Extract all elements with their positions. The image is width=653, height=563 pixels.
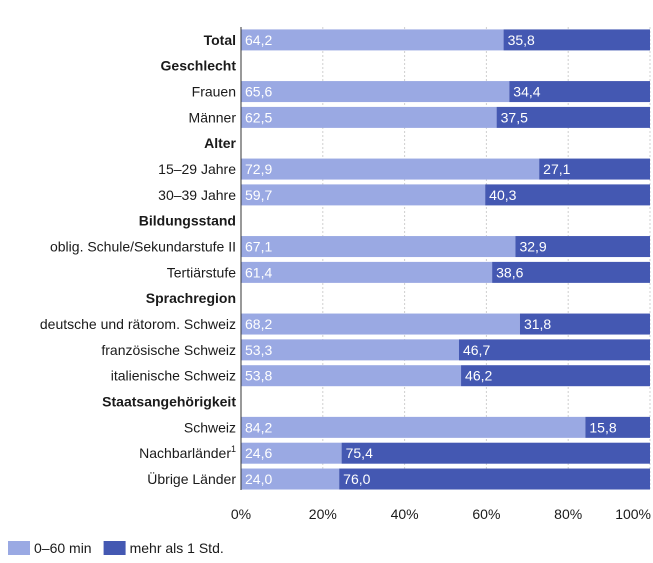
category-label: deutsche und rätorom. Schweiz	[40, 316, 236, 332]
grid-lines	[322, 27, 651, 490]
bar-segment-over-1h	[492, 261, 650, 283]
bar-segment-0-60min	[241, 442, 342, 464]
footnote-marker: 1	[231, 444, 236, 454]
category-label: Tertiärstufe	[167, 264, 236, 280]
bar-segment-0-60min	[241, 313, 520, 335]
bar-segment-over-1h	[458, 339, 650, 361]
category-header-label: Alter	[204, 135, 236, 151]
category-header-label: Sprachregion	[146, 290, 236, 306]
data-label: 27,1	[543, 161, 570, 177]
x-axis: 0% 20% 40% 60% 80% 100%	[231, 27, 651, 522]
chart-rows: Total 64,2 35,8 Geschlecht Frauen 65,6 34,4 Män…	[40, 29, 650, 490]
data-label: 53,8	[245, 368, 272, 384]
data-label: 84,2	[245, 419, 272, 435]
bar-segment-over-1h	[339, 468, 650, 490]
bar-segment-over-1h	[515, 236, 650, 258]
x-tick-label: 80%	[554, 506, 582, 522]
bar-segment-over-1h	[539, 158, 650, 180]
bar-segment-0-60min	[241, 29, 504, 51]
x-tick-label: 0%	[231, 506, 251, 522]
legend-label: 0–60 min	[34, 540, 92, 556]
data-label: 64,2	[245, 32, 272, 48]
data-label: 46,7	[463, 342, 490, 358]
bar-segment-0-60min	[241, 339, 459, 361]
category-label: Männer	[189, 109, 237, 125]
category-header-label: Geschlecht	[161, 58, 237, 74]
data-label: 76,0	[343, 471, 370, 487]
x-tick-label: 100%	[615, 506, 651, 522]
category-label: 30–39 Jahre	[158, 187, 236, 203]
data-label: 68,2	[245, 316, 272, 332]
category-label: Total	[204, 32, 236, 48]
bar-segment-0-60min	[241, 416, 586, 438]
category-label: Nachbarländer1	[139, 444, 236, 461]
bar-segment-0-60min	[241, 106, 497, 128]
data-label: 24,6	[245, 445, 272, 461]
category-header-label: Bildungsstand	[139, 213, 236, 229]
x-tick-label: 60%	[472, 506, 500, 522]
data-label: 46,2	[465, 368, 492, 384]
bar-segment-over-1h	[585, 416, 650, 438]
data-label: 67,1	[245, 239, 272, 255]
bar-segment-over-1h	[341, 442, 650, 464]
bar-segment-0-60min	[241, 81, 510, 103]
bar-segment-0-60min	[241, 365, 462, 387]
x-tick-label: 40%	[391, 506, 419, 522]
legend: 0–60 min mehr als 1 Std.	[8, 540, 224, 556]
data-label: 24,0	[245, 471, 272, 487]
data-label: 31,8	[524, 316, 551, 332]
data-label: 75,4	[346, 445, 373, 461]
bar-segment-0-60min	[241, 236, 516, 258]
category-label: oblig. Schule/Sekundarstufe II	[50, 239, 236, 255]
bar-segment-over-1h	[509, 81, 650, 103]
category-label: Frauen	[192, 84, 236, 100]
data-label: 34,4	[513, 84, 540, 100]
bar-segment-0-60min	[241, 184, 486, 206]
bar-segment-0-60min	[241, 468, 340, 490]
legend-swatch	[8, 541, 30, 555]
bar-segment-over-1h	[519, 313, 650, 335]
data-label: 53,3	[245, 342, 272, 358]
category-header-label: Staatsangehörigkeit	[102, 394, 236, 410]
legend-label: mehr als 1 Std.	[130, 540, 224, 556]
data-label: 72,9	[245, 161, 272, 177]
category-label: italienische Schweiz	[111, 368, 236, 384]
bar-segment-over-1h	[496, 106, 650, 128]
data-label: 65,6	[245, 84, 272, 100]
data-label: 61,4	[245, 264, 272, 280]
bar-segment-over-1h	[485, 184, 650, 206]
data-label: 59,7	[245, 187, 272, 203]
x-tick-label: 20%	[309, 506, 337, 522]
data-label: 35,8	[508, 32, 535, 48]
category-label: 15–29 Jahre	[158, 161, 236, 177]
data-label: 38,6	[496, 264, 523, 280]
category-label: Schweiz	[184, 419, 236, 435]
data-label: 32,9	[519, 239, 546, 255]
data-label: 40,3	[489, 187, 516, 203]
category-label: Übrige Länder	[147, 470, 236, 487]
data-label: 62,5	[245, 109, 272, 125]
data-label: 15,8	[589, 419, 616, 435]
bar-segment-0-60min	[241, 158, 540, 180]
bar-segment-over-1h	[461, 365, 650, 387]
bar-segment-0-60min	[241, 261, 493, 283]
category-label: französische Schweiz	[101, 342, 236, 358]
data-label: 37,5	[501, 109, 528, 125]
legend-swatch	[103, 541, 126, 555]
bar-segment-over-1h	[503, 29, 650, 51]
